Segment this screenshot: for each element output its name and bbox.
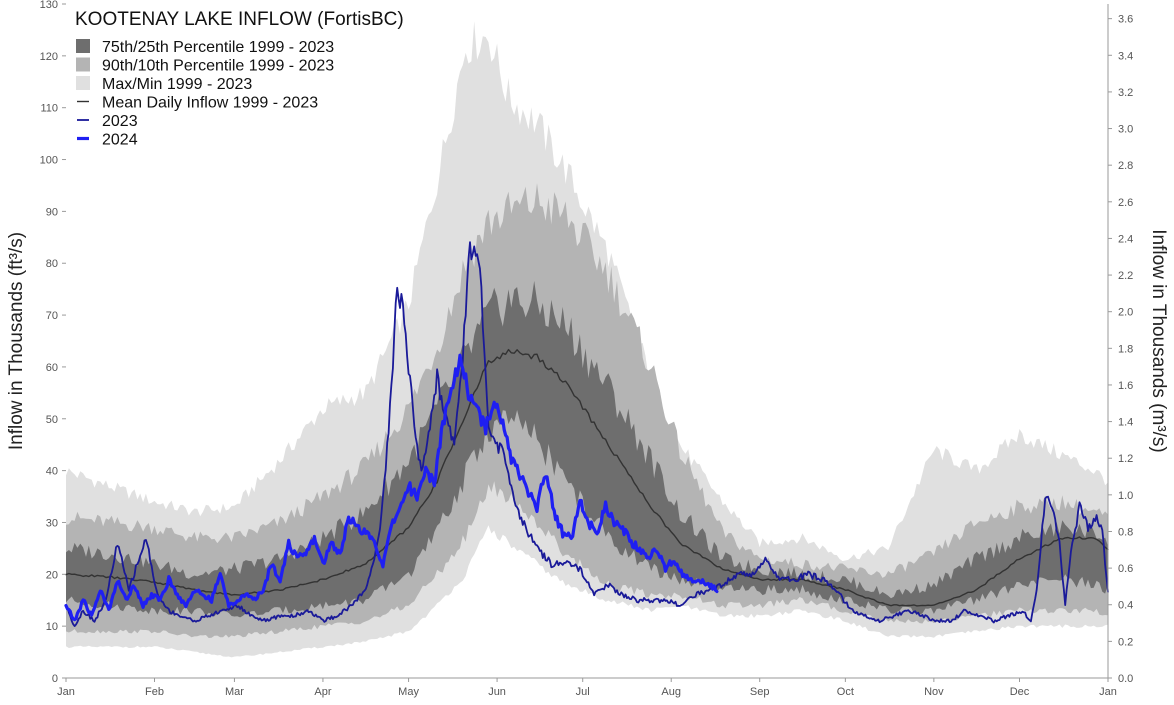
legend-label: 2024 [102,132,138,149]
y-left-tick-label: 70 [46,310,58,322]
y-right-tick-label: 2.0 [1118,307,1133,319]
y-right-tick-label: 2.6 [1118,197,1133,209]
x-tick-label: Aug [661,686,681,698]
y-left-tick-label: 30 [46,517,58,529]
y-right-tick-label: 1.2 [1118,453,1133,465]
y-right-tick-label: 0.0 [1118,673,1133,685]
x-tick-label: Jun [488,686,506,698]
legend-label: 90th/10th Percentile 1999 - 2023 [102,58,334,75]
legend-swatch [76,76,90,90]
legend: KOOTENAY LAKE INFLOW (FortisBC) 75th/25t… [75,9,404,149]
x-tick-label: Mar [225,686,244,698]
chart-title: KOOTENAY LAKE INFLOW (FortisBC) [75,9,404,30]
x-tick-label: Dec [1010,686,1030,698]
y-left-tick-label: 60 [46,362,58,374]
y-right-tick-label: 2.2 [1118,270,1133,282]
y-axis-right-title: Inflow in Thousands (m³/s) [1148,229,1169,453]
y-left-tick-label: 80 [46,258,58,270]
x-tick-label: Nov [924,686,944,698]
y-right-tick-label: 3.6 [1118,14,1133,26]
legend-swatch [76,57,90,72]
y-right-tick-label: 3.4 [1118,50,1133,62]
y-right-tick-label: 0.6 [1118,563,1133,575]
y-left-tick-label: 110 [40,103,58,115]
y-right-tick-label: 2.4 [1118,233,1133,245]
series-lines [64,241,1109,627]
y-right-tick-label: 3.0 [1118,124,1133,136]
y-right-tick-label: 1.4 [1118,417,1133,429]
legend-label: Max/Min 1999 - 2023 [102,76,252,93]
x-tick-label: Jul [576,686,590,698]
percentile-bands [66,21,1108,658]
legend-swatch [76,39,90,53]
y-left-tick-label: 40 [46,466,58,478]
y-left-tick-label: 20 [46,569,58,581]
y-left-tick-label: 100 [40,155,58,167]
series-line-2023 [65,241,1109,627]
series-line-2024 [64,353,719,622]
y-left-tick-label: 10 [46,621,58,633]
x-tick-label: Feb [145,686,164,698]
x-axis-ticks: Jan Feb Mar Apr May Jun Jul Aug Sep Oct Nov Dec Jan [57,678,1117,698]
band-75th-25th-percentile-1999-2023 [66,280,1108,618]
y-left-tick-label: 130 [40,0,58,11]
x-tick-label: Jan [1099,686,1117,698]
y-right-tick-label: 1.0 [1118,490,1133,502]
legend-label: Mean Daily Inflow 1999 - 2023 [102,95,318,112]
x-tick-label: Jan [57,686,75,698]
y-left-tick-label: 50 [46,414,58,426]
y-axis-left-ticks: 0 10 20 30 40 50 60 70 80 90 100 110 120 130 [40,0,66,685]
y-right-tick-label: 2.8 [1118,160,1133,172]
y-left-tick-label: 0 [52,673,58,685]
y-left-tick-label: 120 [40,51,58,63]
y-right-tick-label: 0.4 [1118,600,1133,612]
x-tick-label: Oct [837,686,854,698]
y-right-tick-label: 0.2 [1118,636,1133,648]
y-right-tick-label: 3.2 [1118,87,1133,99]
y-axis-left-title: Inflow in Thousands (ft³/s) [6,232,27,450]
x-tick-label: Apr [314,686,331,698]
legend-label: 75th/25th Percentile 1999 - 2023 [102,39,334,56]
y-right-tick-label: 1.8 [1118,343,1133,355]
series-line-mean-daily-inflow-1999-2023 [65,348,1109,607]
x-tick-label: Sep [750,686,770,698]
y-right-tick-label: 1.6 [1118,380,1133,392]
x-tick-label: May [398,686,419,698]
legend-label: 2023 [102,113,138,130]
y-right-tick-label: 0.8 [1118,526,1133,538]
y-left-tick-label: 90 [46,206,58,218]
y-axis-right-ticks: 0.0 0.2 0.4 0.6 0.8 1.0 1.2 1.4 1.6 1.8 2.0 2.2 2.4 2… [1108,14,1133,685]
